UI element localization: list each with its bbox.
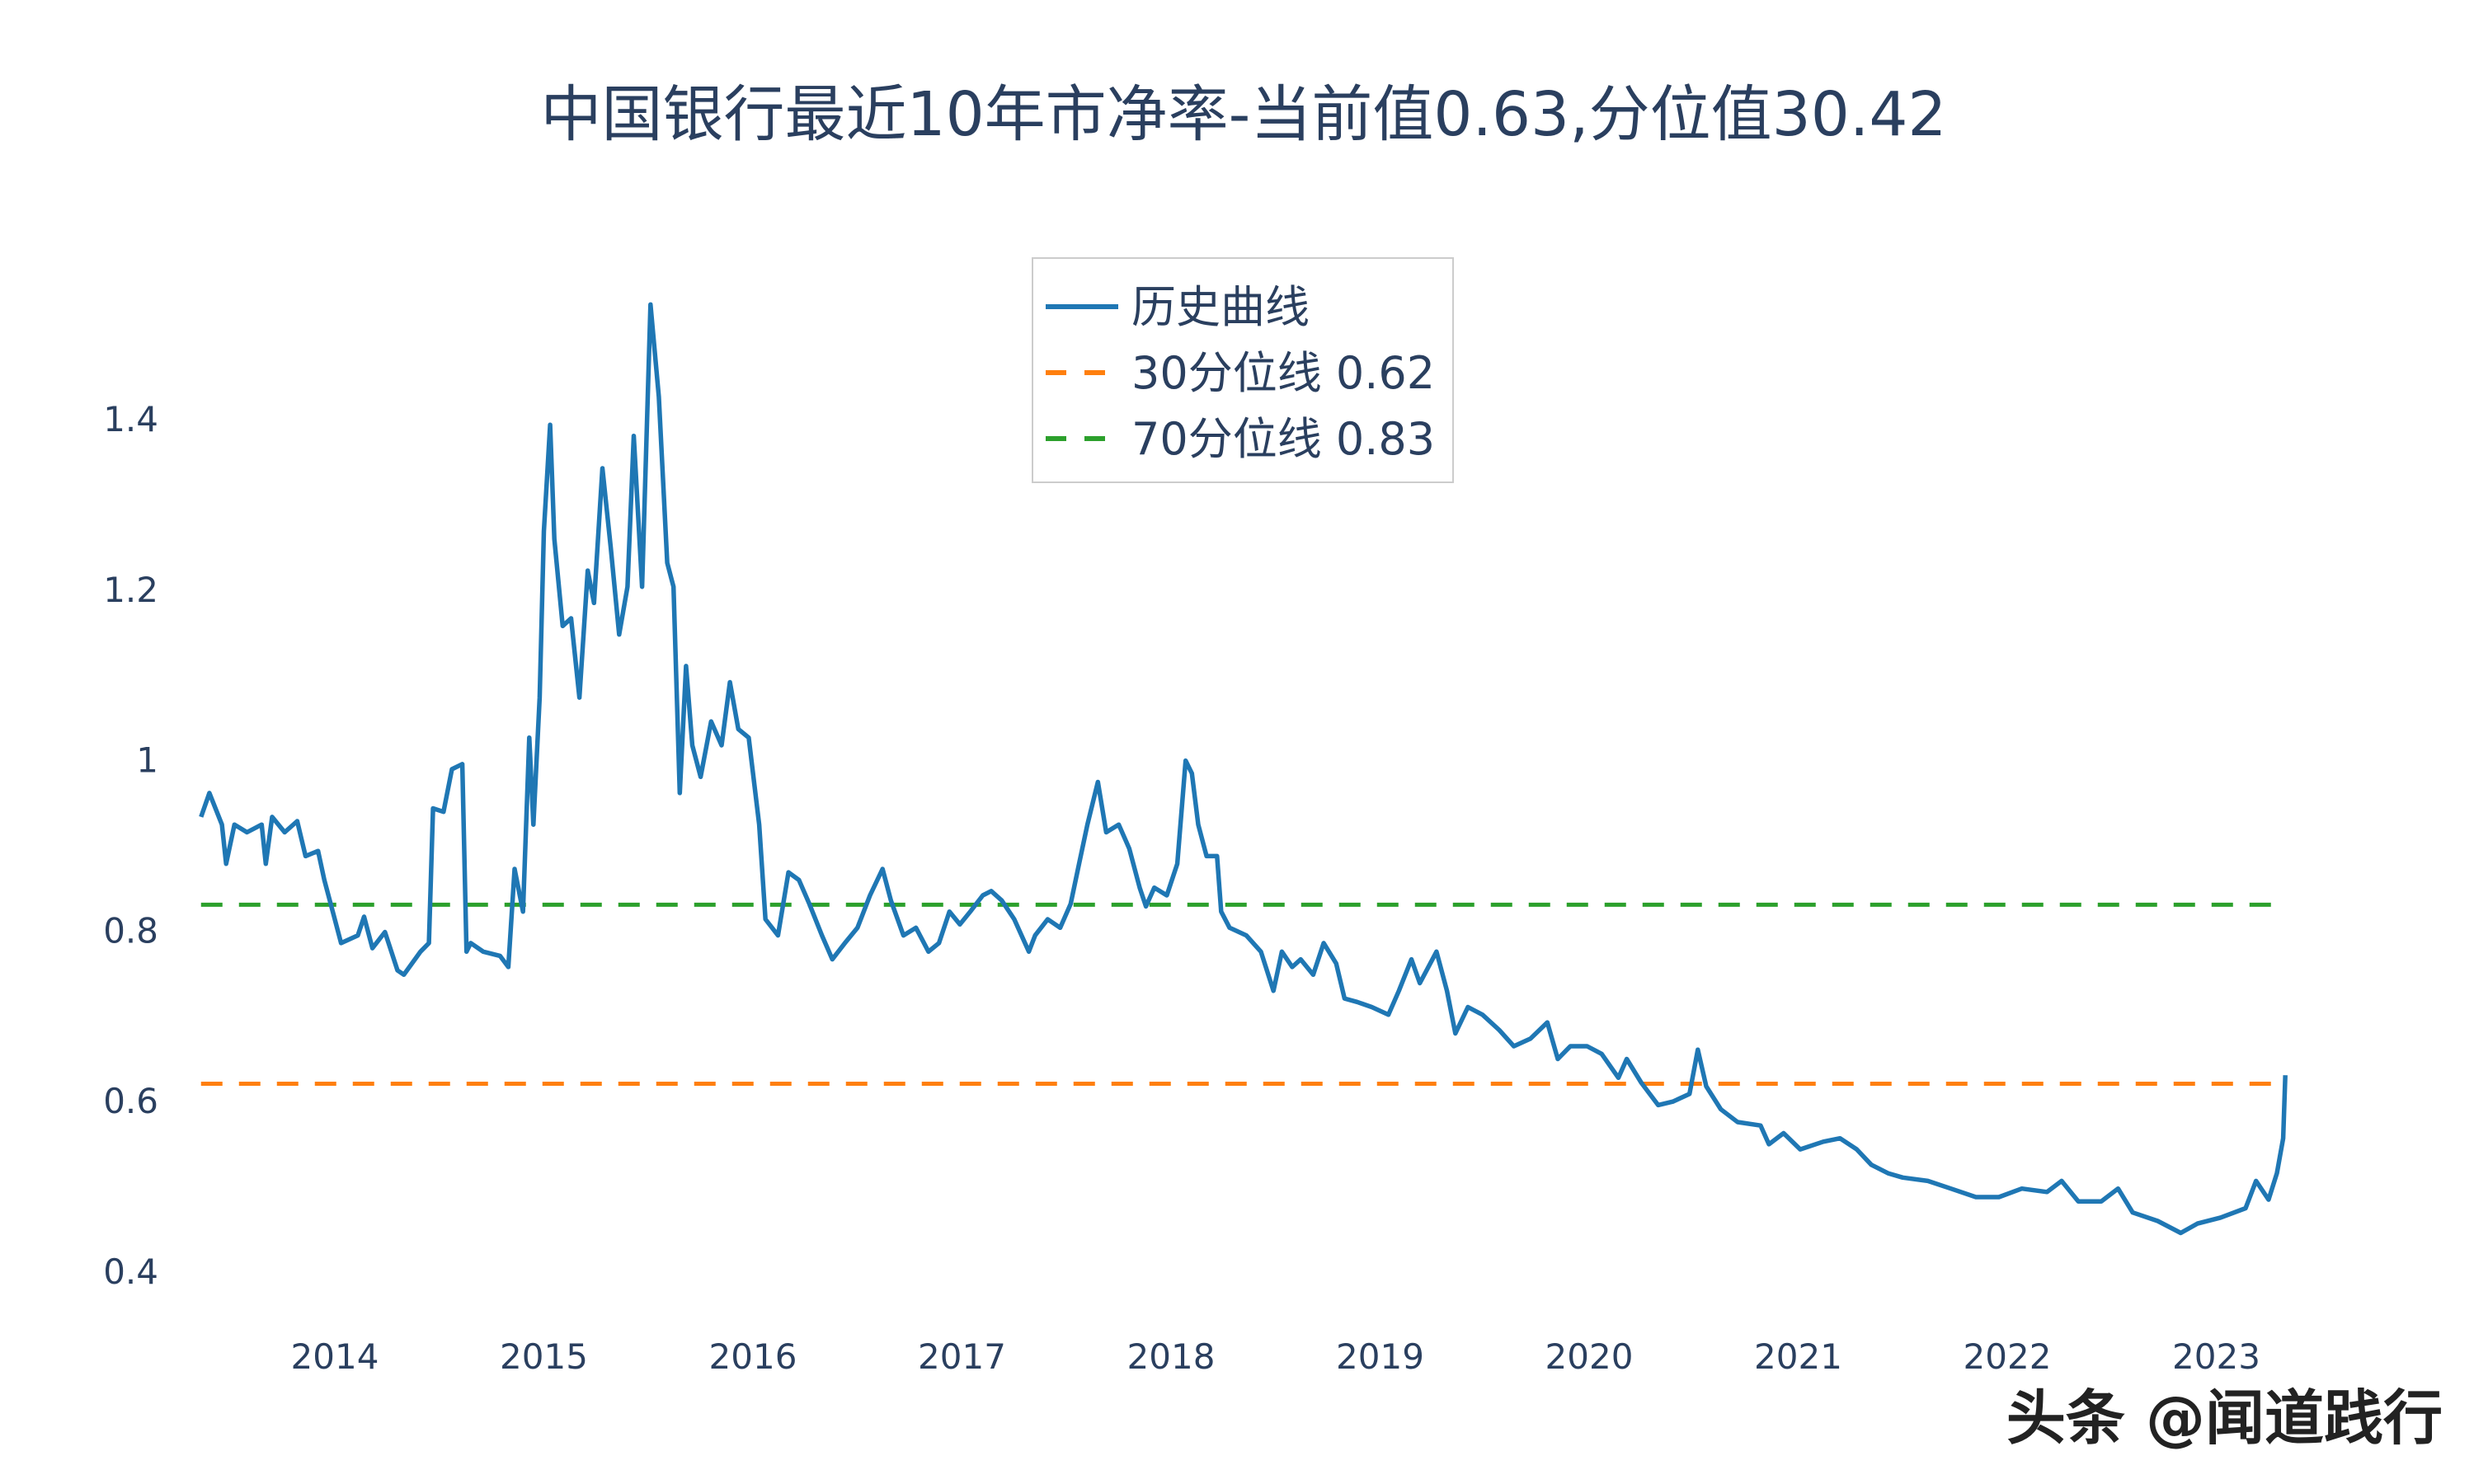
legend: 历史曲线 30分位线 0.62 70分位线 0.83	[1032, 257, 1454, 483]
x-tick-label: 2020	[1545, 1336, 1634, 1377]
x-tick-label: 2015	[500, 1336, 588, 1377]
history-line	[199, 302, 2288, 1236]
legend-label-p30: 30分位线 0.62	[1131, 347, 1435, 399]
watermark: 头条 @闻道践行	[2006, 1383, 2443, 1453]
x-tick-label: 2019	[1336, 1336, 1424, 1377]
x-tick-label: 2021	[1754, 1336, 1842, 1377]
x-axis: 2014 2015 2016 2017 2018 2019 2020 2021 2022 2023	[291, 1336, 2260, 1377]
y-tick-label: 0.8	[103, 910, 158, 951]
plot-area	[199, 302, 2288, 1236]
x-tick-label: 2017	[918, 1336, 1006, 1377]
y-tick-label: 0.4	[103, 1252, 158, 1292]
x-tick-label: 2023	[2172, 1336, 2260, 1377]
x-tick-label: 2022	[1964, 1336, 2052, 1377]
y-tick-label: 0.6	[103, 1081, 158, 1121]
y-tick-label: 1	[136, 740, 158, 781]
y-axis: 0.4 0.6 0.8 1 1.2 1.4	[103, 399, 158, 1292]
x-tick-label: 2018	[1127, 1336, 1216, 1377]
chart-title: 中国银行最近10年市净率-当前值0.63,分位值30.42	[541, 79, 1947, 150]
x-tick-label: 2016	[709, 1336, 797, 1377]
y-tick-label: 1.2	[103, 570, 158, 610]
legend-label-history: 历史曲线	[1131, 281, 1310, 333]
legend-label-p70: 70分位线 0.83	[1131, 413, 1435, 465]
y-tick-label: 1.4	[103, 399, 158, 439]
x-tick-label: 2014	[291, 1336, 379, 1377]
